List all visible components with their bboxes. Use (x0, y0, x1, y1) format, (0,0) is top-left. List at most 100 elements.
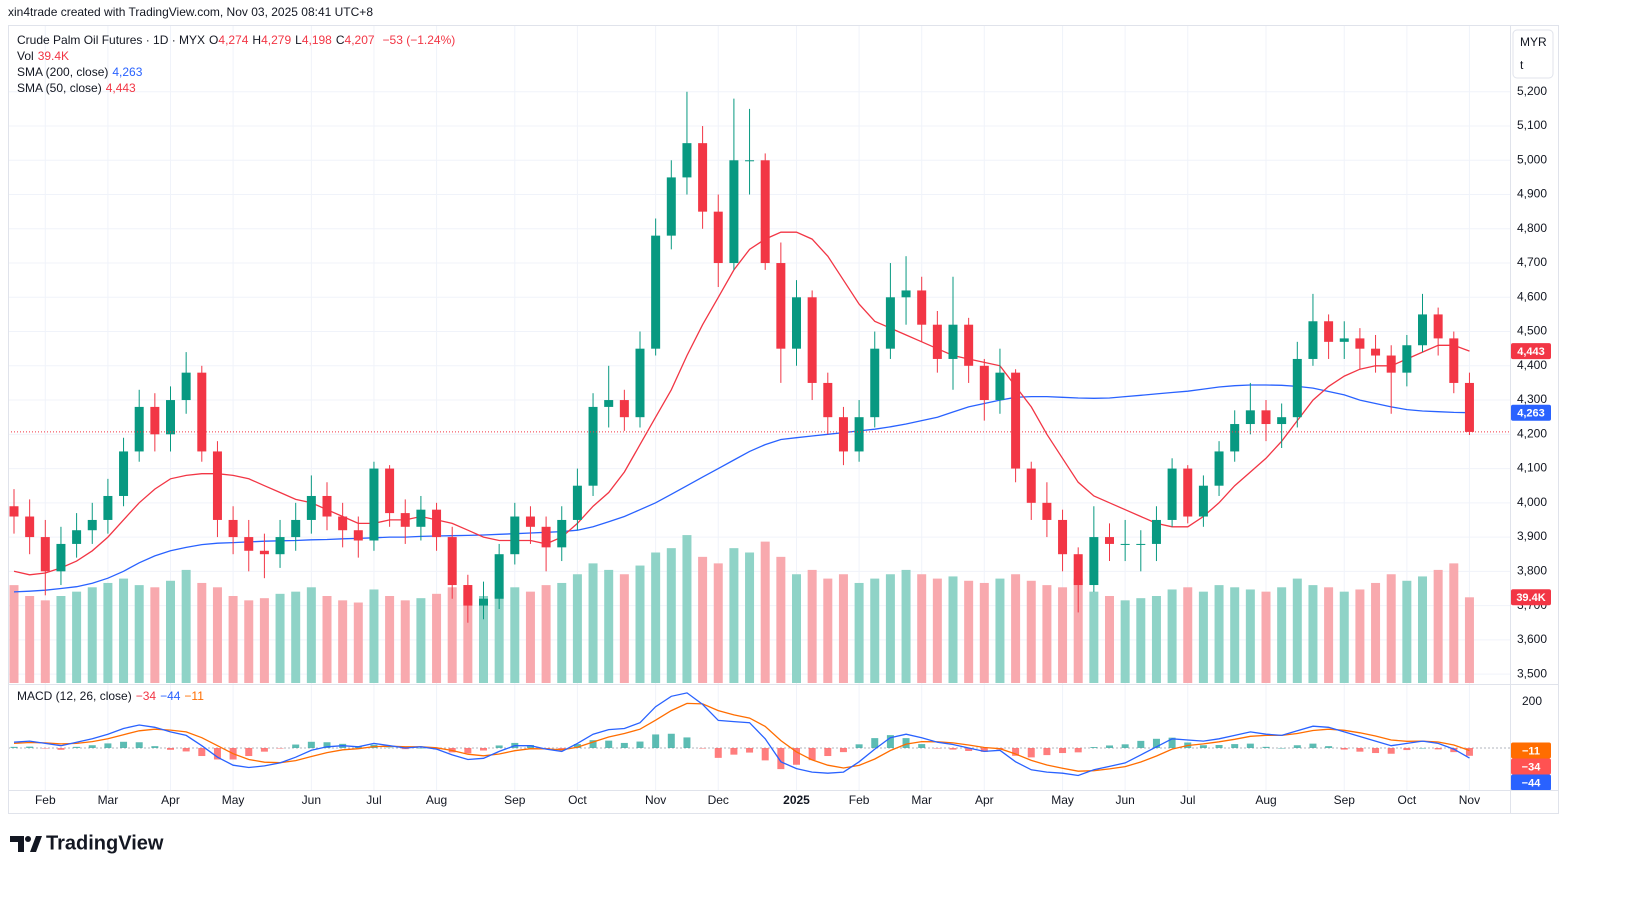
volume-bar (557, 582, 567, 683)
hist-value: −34 (135, 689, 157, 703)
y-tick-label: 3,800 (1517, 564, 1547, 578)
x-tick-label: Nov (645, 793, 666, 807)
candle-body (259, 550, 269, 555)
candle-body (197, 372, 207, 452)
volume-bar (1277, 587, 1287, 683)
sma50-row: SMA (50, close) 4,443 (17, 80, 459, 96)
histogram-bar (558, 747, 566, 750)
axis-tag-label: −11 (1522, 745, 1540, 757)
candle-body (1167, 468, 1177, 520)
axis-tag (1511, 742, 1551, 759)
volume-bar (119, 578, 129, 683)
volume-bar (604, 569, 614, 683)
histogram-bar (1012, 747, 1020, 756)
currency-box[interactable] (1512, 29, 1554, 79)
candle-body (604, 400, 614, 407)
unit[interactable]: t (1520, 58, 1524, 72)
histogram-bar (542, 747, 550, 749)
candle-body (870, 348, 880, 418)
candle-body (635, 348, 645, 418)
volume-bar (619, 574, 629, 683)
histogram-bar (573, 744, 581, 748)
currency[interactable]: MYR (1520, 35, 1547, 49)
candle-body (1402, 345, 1412, 373)
volume-bar (1089, 591, 1099, 683)
volume-bar (212, 587, 222, 683)
histogram-bar (26, 746, 34, 748)
histogram-bar (41, 747, 49, 749)
credit: xin4trade created with TradingView.com, … (8, 5, 373, 19)
candle-body (917, 290, 927, 325)
candle-body (338, 516, 348, 531)
histogram-bar (605, 740, 613, 748)
histogram-bar (10, 746, 18, 748)
ohlc: O4,274 H4,279 L4,198 C4,207 (209, 33, 379, 47)
volume-bar (510, 587, 520, 683)
histogram-bar (1246, 743, 1254, 748)
ohlc-value: 4,274 (218, 33, 249, 47)
volume-bar (760, 541, 770, 683)
candle-body (432, 509, 442, 538)
candle-body (1183, 468, 1193, 517)
candle-body (729, 160, 739, 264)
candle-body (1386, 355, 1396, 373)
ohlc-value: 4,207 (344, 33, 375, 47)
histogram-bar (1215, 745, 1223, 748)
volume-bar (400, 600, 410, 683)
histogram-bar (73, 746, 81, 748)
volume-name: Vol (17, 49, 34, 63)
axis-tag-label: 4,263 (1517, 408, 1545, 420)
histogram-bar (88, 745, 96, 748)
candle-body (588, 406, 598, 486)
candle-body (1214, 451, 1224, 486)
histogram-bar (1027, 747, 1035, 758)
x-tick-label: Mar (98, 793, 119, 807)
candle-body (353, 530, 363, 541)
volume-bar (1402, 580, 1412, 683)
sma-line (13, 231, 1470, 576)
candle-body (776, 263, 786, 349)
y-tick-label: 4,700 (1517, 255, 1547, 269)
axis-tag (1511, 404, 1551, 421)
histogram-bar (135, 742, 143, 748)
volume-bar (1120, 600, 1130, 683)
candle-body (666, 177, 676, 236)
volume-bar (870, 578, 880, 683)
candle-body (854, 417, 864, 452)
volume-bar (1433, 569, 1443, 683)
histogram-bar (417, 747, 425, 749)
x-tick-label: Feb (35, 793, 56, 807)
volume-bar (40, 600, 50, 683)
x-tick-label: Aug (1255, 793, 1276, 807)
histogram-bar (746, 747, 754, 753)
histogram-bar (1090, 747, 1098, 748)
y-tick-label: 4,400 (1517, 358, 1547, 372)
candle-body (1026, 468, 1036, 503)
y-tick-label: 4,200 (1517, 426, 1547, 440)
candle-body (838, 417, 848, 452)
candle-body (1418, 314, 1427, 346)
candle-body (56, 543, 66, 572)
histogram-bar (1059, 747, 1067, 754)
histogram-bar (323, 742, 331, 748)
histogram-bar (1293, 745, 1301, 748)
volume-bar (150, 587, 160, 683)
volume-bar (885, 574, 895, 683)
volume-bar (713, 563, 723, 683)
candle-body (87, 519, 97, 531)
histogram-bar (699, 747, 707, 749)
volume-bar (995, 578, 1005, 683)
volume-bar (166, 580, 175, 683)
histogram-bar (57, 747, 65, 750)
volume-bar (823, 578, 833, 683)
volume-bar (494, 591, 504, 683)
candle-body (150, 406, 160, 435)
volume-bar (432, 593, 442, 683)
macd-line (13, 692, 1470, 777)
x-tick-label: May (1051, 793, 1074, 807)
histogram-bar (636, 741, 644, 748)
candle-body (541, 526, 551, 548)
candle-body (40, 537, 50, 572)
candle-body (1261, 410, 1271, 425)
